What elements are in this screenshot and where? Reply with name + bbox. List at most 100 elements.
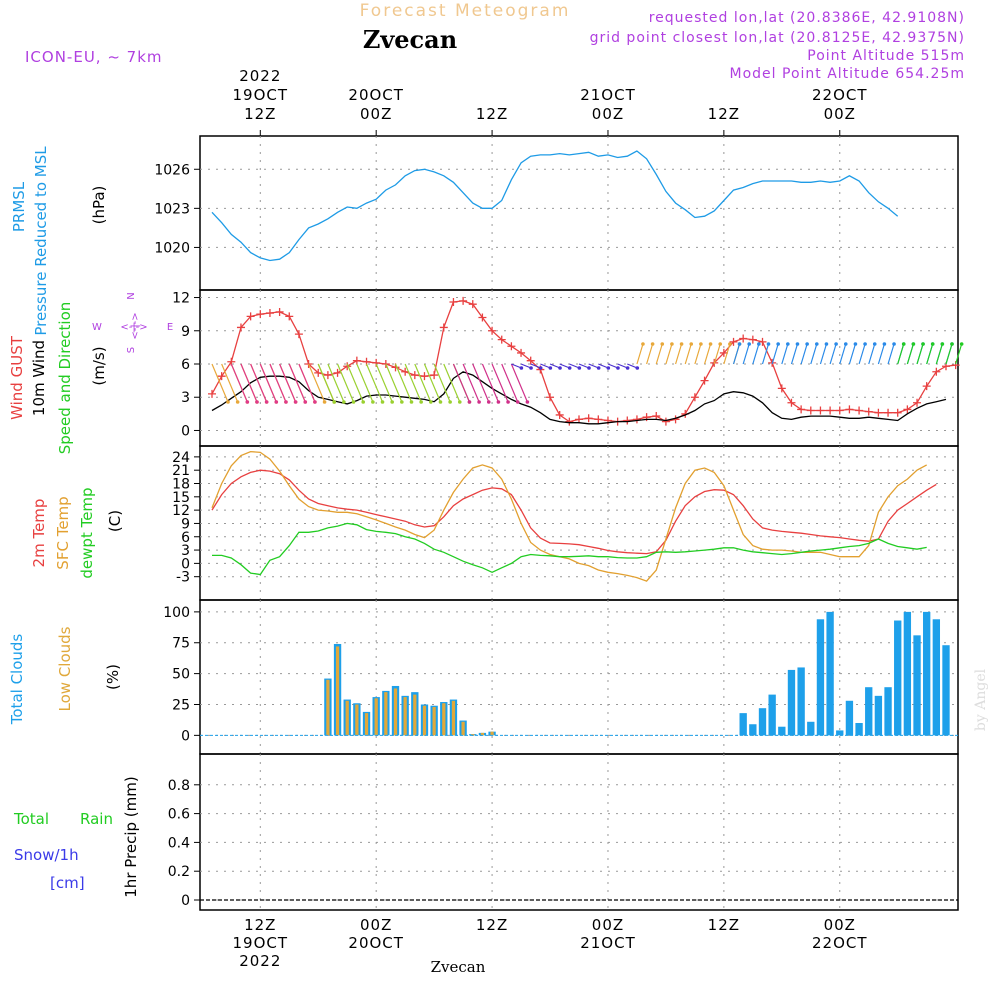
wind-arrow-head [486, 400, 491, 404]
cloud-bar-total [778, 726, 786, 736]
wind-arrow [877, 343, 885, 365]
label-wind-gust: Wind GUST [8, 335, 26, 420]
wind-arrow-head [322, 400, 327, 404]
top-time-label: 20OCT [348, 86, 404, 104]
wind-arrow [510, 363, 528, 403]
wind-arrow [404, 363, 422, 403]
cloud-bar-total [749, 724, 757, 736]
gust-marker [265, 309, 274, 318]
wind-arrow [327, 363, 345, 403]
wind-arrow-head [901, 342, 906, 346]
gust-marker [343, 362, 352, 371]
wind-arrow-head [467, 400, 472, 404]
wind-arrow-head [596, 366, 601, 370]
cloud-bar-total [768, 694, 776, 736]
cloud-bar-low [355, 704, 359, 736]
panel-pressure: 1020 1023 1026 PRMSL Pressure Reduced to MSL… [10, 135, 959, 336]
wind-arrow [298, 363, 316, 403]
wind-arrow [211, 363, 229, 403]
wind-arrow [308, 363, 326, 403]
wind-arrow-head [567, 366, 572, 370]
wind-arrow [385, 363, 403, 403]
series-line-prmsl [211, 150, 899, 262]
wind-arrow [955, 343, 963, 365]
gust-marker [565, 417, 574, 426]
wind-arrow [491, 363, 509, 403]
y-tick-label-wind: 6 [181, 357, 190, 373]
y-tick-label-temp: 21 [172, 463, 190, 479]
cloud-bar-low [384, 692, 388, 736]
wind-arrow [279, 363, 297, 403]
y-tick-label-temp: 9 [181, 516, 190, 532]
wind-arrow-head [606, 366, 611, 370]
wind-arrow-head [293, 400, 298, 404]
gust-marker [652, 412, 661, 421]
wind-arrow [752, 343, 760, 365]
y-tick-label-precip: 0.4 [168, 835, 190, 851]
y-tick-label-pressure: 1026 [154, 162, 190, 178]
gust-marker [816, 406, 825, 415]
gust-marker [903, 405, 912, 414]
y-tick-label-clouds: 25 [172, 697, 190, 713]
wind-arrow-head [235, 400, 240, 404]
cloud-bar-low [345, 700, 349, 736]
y-tick-label-wind: 12 [172, 291, 190, 307]
cloud-bar-low [432, 706, 436, 736]
wind-arrow-head [882, 342, 887, 346]
cloud-bar-low [326, 679, 330, 736]
y-tick-label-temp: 12 [172, 503, 190, 519]
wind-arrow [800, 343, 808, 365]
gust-marker [845, 405, 854, 414]
wind-arrow [443, 363, 461, 403]
wind-arrow-head [930, 342, 935, 346]
gust-marker [729, 337, 738, 346]
gust-marker [913, 398, 922, 407]
gust-marker [517, 348, 526, 357]
gust-marker [236, 323, 245, 332]
wind-arrow [259, 363, 277, 403]
wind-arrow [365, 363, 384, 403]
compass-west: W [92, 322, 102, 333]
wind-arrow-head [814, 342, 819, 346]
wind-arrow [713, 343, 721, 365]
gust-marker [826, 406, 835, 415]
label-dewpt-temp: dewpt Temp [78, 487, 96, 578]
wind-arrow [742, 343, 750, 365]
cloud-bar-total [855, 723, 863, 736]
wind-arrow-head [457, 400, 462, 404]
cloud-bar-low [461, 721, 465, 736]
unit-clouds: (%) [104, 664, 122, 690]
gust-marker [314, 368, 323, 377]
wind-arrow [771, 343, 779, 365]
wind-arrow [269, 363, 287, 403]
wind-arrow-head [361, 400, 366, 404]
bottom-time-label: 19OCT [233, 934, 289, 952]
label-snow-unit: [cm] [50, 874, 85, 892]
wind-arrow [897, 343, 905, 365]
y-tick-label-temp: 3 [181, 543, 190, 559]
wind-arrow [887, 343, 895, 365]
label-total-clouds: Total Clouds [8, 634, 26, 726]
wind-arrow-head [515, 400, 520, 404]
gust-marker [217, 372, 226, 381]
y-tick-label-temp: 24 [172, 450, 190, 466]
gust-marker [439, 323, 448, 332]
gust-marker [700, 376, 709, 385]
label-2m-temp: 2m Temp [30, 499, 48, 568]
wind-arrow [694, 343, 702, 365]
cloud-bar-low [451, 700, 456, 736]
gust-marker [488, 326, 497, 335]
wind-arrow-head [506, 400, 510, 404]
wind-arrow-head [737, 342, 742, 346]
cloud-bar-low [480, 732, 485, 736]
wind-arrow-head [670, 342, 674, 346]
gust-marker [777, 384, 786, 393]
y-tick-label-clouds: 50 [172, 667, 190, 683]
y-tick-label-temp: 15 [172, 490, 190, 506]
y-tick-label-clouds: 100 [163, 605, 190, 621]
gust-marker [806, 406, 815, 415]
wind-arrow [250, 363, 268, 403]
gust-marker [372, 358, 381, 367]
wind-arrow-head [284, 400, 288, 404]
